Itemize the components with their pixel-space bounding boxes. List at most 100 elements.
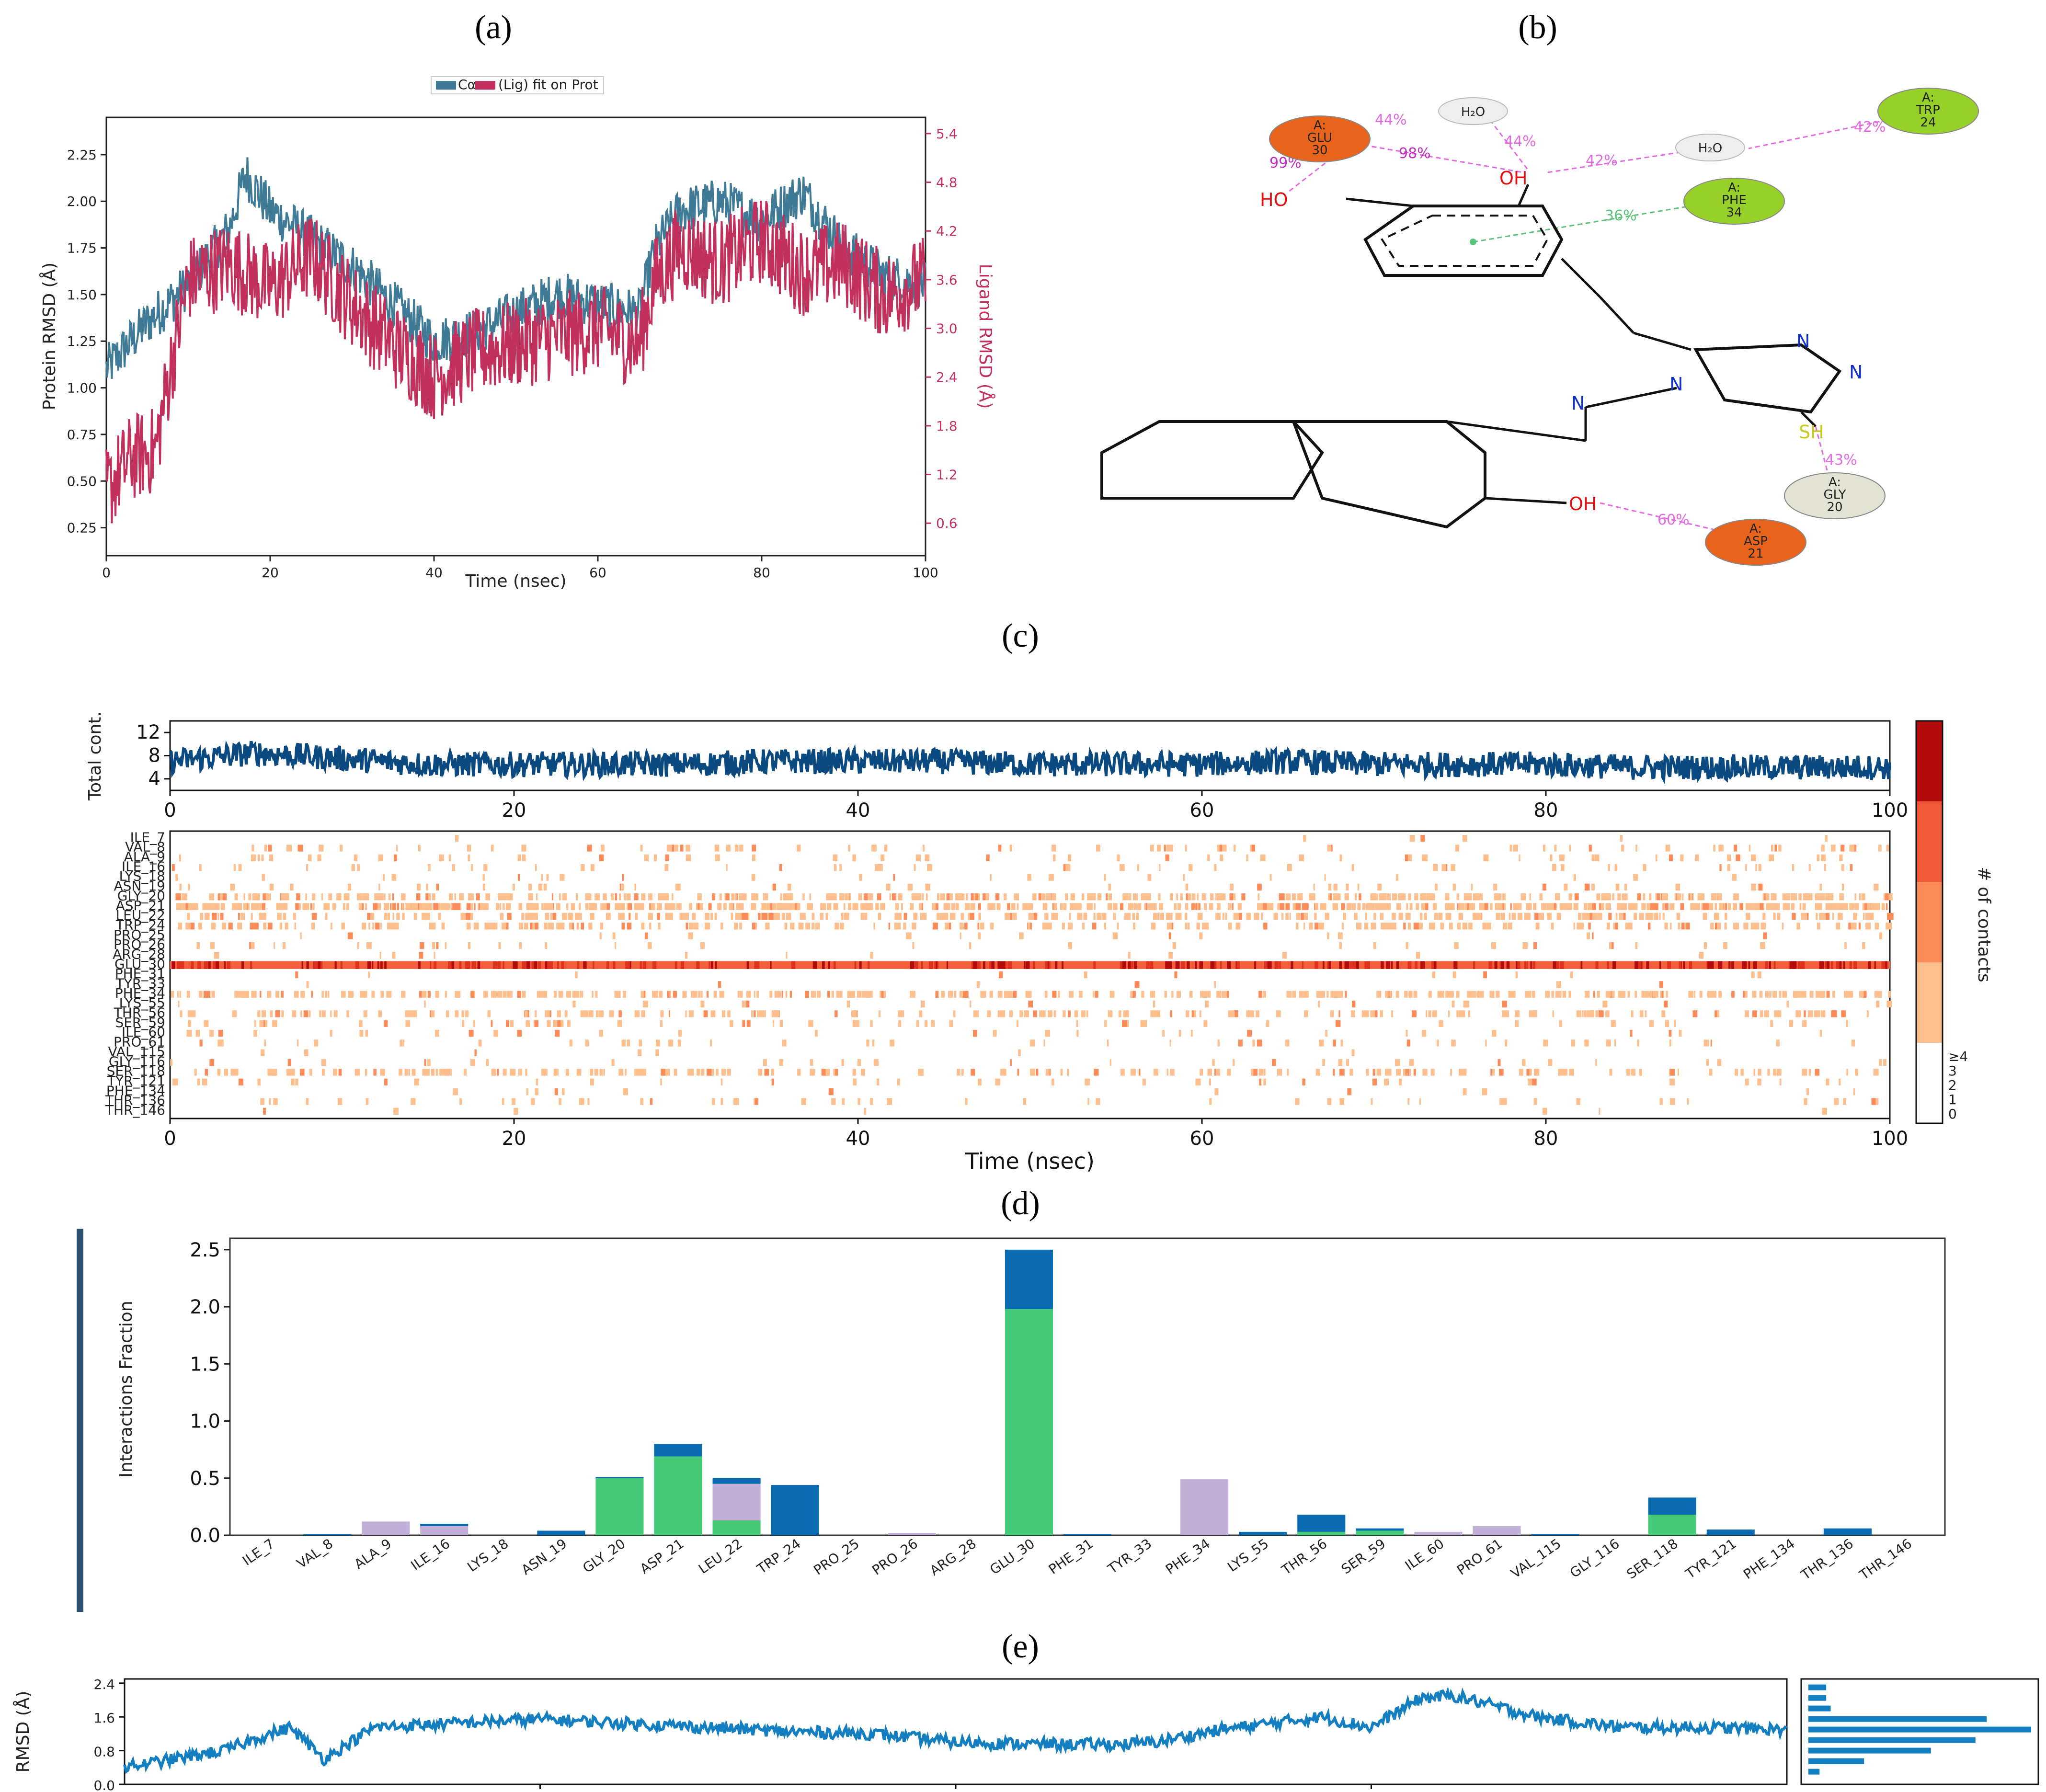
heatmap-cell <box>672 903 675 910</box>
heatmap-cell <box>1081 893 1085 901</box>
heatmap-cell <box>535 1088 539 1096</box>
heatmap-cell <box>1501 961 1503 969</box>
heatmap-cell <box>791 961 793 969</box>
heatmap-cell <box>576 1069 582 1076</box>
heatmap-cell <box>340 845 343 852</box>
heatmap-cell <box>1222 991 1227 998</box>
heatmap-cell <box>441 923 445 930</box>
heatmap-cell <box>689 903 692 910</box>
heatmap-cell <box>1113 903 1118 910</box>
heatmap-cell <box>606 913 611 920</box>
heatmap-cell <box>880 854 885 862</box>
heatmap-cell <box>332 903 336 910</box>
heatmap-cell <box>1754 923 1760 930</box>
heatmap-cell <box>1859 893 1861 901</box>
heatmap-cell <box>1250 845 1252 852</box>
histogram-e <box>1808 1684 2031 1775</box>
heatmap-cell <box>546 874 549 881</box>
heatmap-cell <box>1585 991 1590 998</box>
heatmap-cell <box>1649 991 1652 998</box>
heatmap-row-pro_26 <box>196 942 1865 949</box>
heatmap-cell <box>1372 1078 1377 1085</box>
heatmap-cell <box>715 961 717 969</box>
heatmap-cell <box>502 1098 504 1105</box>
heatmap-cell <box>1279 961 1281 969</box>
heatmap-cell <box>1866 913 1872 920</box>
x-tick-label: 100 <box>1872 1128 1908 1150</box>
heatmap-cell <box>1027 923 1030 930</box>
heatmap-cell <box>1819 991 1824 998</box>
heatmap-cell <box>735 845 739 852</box>
heatmap-cell <box>1617 903 1620 910</box>
heatmap-cell <box>262 1010 266 1017</box>
heatmap-cell <box>788 893 793 901</box>
heatmap-cell <box>509 1020 514 1027</box>
heatmap-cell <box>1418 923 1423 930</box>
heatmap-cell <box>1153 1069 1158 1076</box>
heatmap-cell <box>595 1010 599 1017</box>
heatmap-cell <box>1851 1039 1855 1047</box>
heatmap-cell <box>888 923 891 930</box>
heatmap-cell <box>1320 991 1325 998</box>
heatmap-cell <box>1803 893 1808 901</box>
heatmap-cell <box>1703 1039 1709 1047</box>
heatmap-cell <box>436 991 439 998</box>
heatmap-cell <box>590 1078 594 1085</box>
heatmap-cell <box>937 913 939 920</box>
heatmap-cell <box>1791 903 1795 910</box>
heatmap-cell <box>1324 874 1326 881</box>
heatmap-cell <box>1749 845 1751 852</box>
heatmap-cell <box>1285 903 1290 910</box>
heatmap-cell <box>1364 961 1369 969</box>
heatmap-cell <box>1819 1029 1822 1037</box>
heatmap-cell <box>1060 903 1063 910</box>
heatmap-cell <box>1561 854 1565 862</box>
heatmap-cell <box>1611 991 1615 998</box>
molecule-bonds <box>1100 183 1842 529</box>
heatmap-row-label: ILE_60 <box>122 1024 165 1040</box>
heatmap-cell <box>544 923 548 930</box>
heatmap-cell <box>1837 903 1841 910</box>
heatmap-cell <box>782 1039 787 1047</box>
heatmap-row-ile_60 <box>186 1029 1822 1037</box>
heatmap-cell <box>1157 913 1159 920</box>
heatmap-cell <box>638 1049 642 1056</box>
heatmap-cell <box>1338 1010 1340 1017</box>
heatmap-cell <box>1222 913 1224 920</box>
heatmap-cell <box>857 1059 861 1066</box>
panel-label-c: (c) <box>1002 617 1039 654</box>
heatmap-cell <box>222 923 227 930</box>
heatmap-cell <box>402 903 404 910</box>
heatmap-cell <box>812 961 817 969</box>
heatmap-cell <box>1785 903 1790 910</box>
heatmap-cell <box>170 961 1890 969</box>
heatmap-cell <box>1631 1069 1636 1076</box>
heatmap-cell <box>960 923 963 930</box>
heatmap-cell <box>556 1069 559 1076</box>
heatmap-cell <box>983 961 985 969</box>
heatmap-cell <box>1188 893 1192 901</box>
heatmap-cell <box>1770 1020 1773 1027</box>
heatmap-cell <box>1690 893 1692 901</box>
heatmap-cell <box>1743 961 1745 969</box>
heatmap-cell <box>378 1010 382 1017</box>
heatmap-cell <box>384 893 386 901</box>
heatmap-cell <box>406 903 411 910</box>
heatmap-cell <box>384 1078 388 1085</box>
heatmap-cell <box>974 1010 979 1017</box>
heatmap-cell <box>1309 893 1312 901</box>
heatmap-cell <box>1437 1039 1439 1047</box>
heatmap-cell <box>661 1069 665 1076</box>
heatmap-cell <box>1361 1010 1366 1017</box>
heatmap-cell <box>870 1098 873 1105</box>
heatmap-cell <box>561 923 565 930</box>
heatmap-row-label: LEU_22 <box>116 907 165 923</box>
heatmap-cell <box>1825 961 1827 969</box>
heatmap-cell <box>559 893 561 901</box>
heatmap-cell <box>264 1039 266 1047</box>
heatmap-cell <box>1796 923 1800 930</box>
heatmap-cell <box>1853 1088 1855 1096</box>
heatmap-cell <box>1758 864 1761 871</box>
heatmap-cell <box>1098 893 1100 901</box>
heatmap-cell <box>1273 913 1278 920</box>
